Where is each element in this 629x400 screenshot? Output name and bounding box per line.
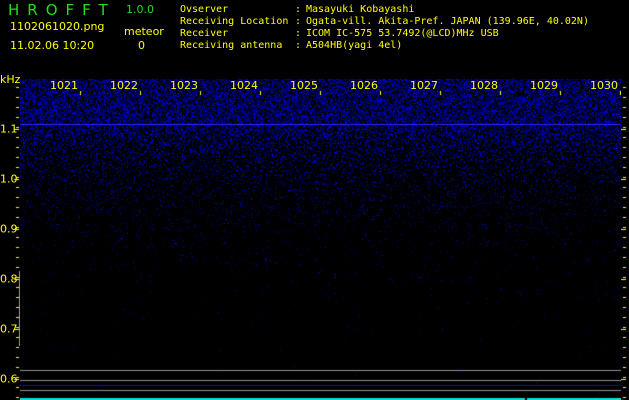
x-tick-label: 1024 (230, 79, 258, 92)
app-title: HROFFT (8, 1, 116, 19)
filename: 1102061020.png (10, 20, 105, 33)
y-tick-label: 1.1 (0, 122, 18, 136)
info-values: Masayuki Kobayashi Ogata-vill. Akita-Pref… (306, 4, 589, 52)
info-labels: Ovserver Receiving Location Receiver Receiv… (180, 4, 288, 52)
antenna-label: Receiving antenna (180, 40, 283, 51)
x-tick-label: 1025 (290, 79, 318, 92)
meteor-label: meteor (124, 25, 164, 38)
info-colons: : : : : (295, 4, 302, 51)
receiver-value: ICOM IC-575 53.7492(@LCD)MHz USB (306, 28, 499, 39)
observer-label: Ovserver (180, 4, 229, 15)
observer-value: Masayuki Kobayashi (306, 4, 415, 15)
x-tick-label: 1029 (530, 79, 558, 92)
app-version: 1.0.0 (126, 3, 154, 16)
x-tick-label: 1023 (170, 79, 198, 92)
y-tick-label: 0.6 (0, 372, 18, 386)
antenna-value: A504HB(yagi 4el) (306, 40, 403, 51)
x-tick-label: 1030 (590, 79, 618, 92)
meteor-count: 0 (138, 39, 145, 52)
x-tick-label: 1028 (470, 79, 498, 92)
x-tick-label: 1021 (50, 79, 78, 92)
y-tick-label: 0.9 (0, 222, 18, 236)
y-tick-label: 0.7 (0, 322, 18, 336)
y-tick-label: 0.8 (0, 272, 18, 286)
spectrogram (20, 79, 621, 400)
location-value: Ogata-vill. Akita-Pref. JAPAN (139.96E, … (306, 16, 589, 27)
right-axis-ticks (621, 79, 629, 400)
y-tick-label: 1.0 (0, 172, 18, 186)
receiver-label: Receiver (180, 28, 229, 39)
y-axis-unit: kHz (0, 73, 21, 86)
x-tick-label: 1027 (410, 79, 438, 92)
location-label: Receiving Location (180, 16, 289, 27)
left-axis-ticks (13, 79, 20, 400)
datetime: 11.02.06 10:20 (10, 39, 95, 52)
x-tick-label: 1026 (350, 79, 378, 92)
x-tick-label: 1022 (110, 79, 138, 92)
